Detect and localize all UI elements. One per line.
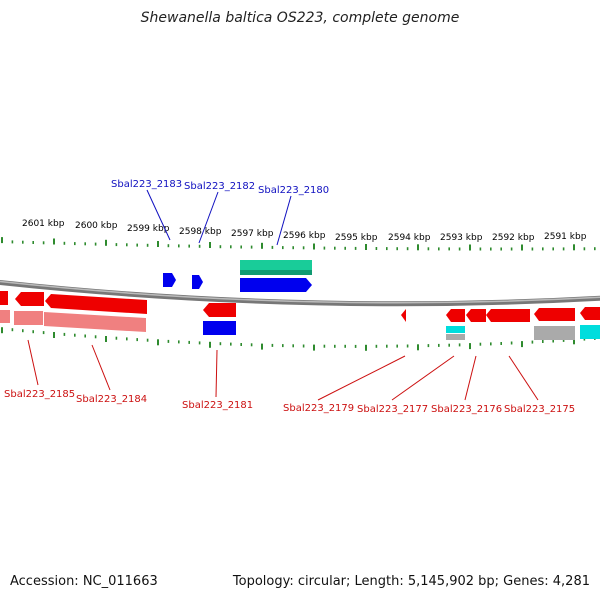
gene-sbal223-2177-rna[interactable] — [446, 326, 465, 333]
gene-sbal223-2180[interactable] — [240, 278, 312, 292]
gene-sbal223-2180-rna-shade — [240, 270, 312, 275]
top-gene-labels: Sbal223_2183 Sbal223_2182 Sbal223_2180 — [111, 179, 329, 196]
inner-tick-track — [1, 327, 596, 351]
gene-sbal223-2175[interactable] — [486, 309, 530, 322]
scale-label: 2595 kbp — [335, 233, 378, 243]
gene-label[interactable]: Sbal223_2176 — [431, 404, 502, 415]
gene-sbal223-2185[interactable] — [14, 311, 43, 325]
gene-sbal223-2176[interactable] — [466, 309, 486, 322]
outer-tick-track — [1, 237, 596, 251]
gene-rna-right[interactable] — [580, 325, 600, 339]
bottom-label-leaders — [27, 339, 539, 401]
reverse-genes — [0, 291, 600, 340]
leader-line — [508, 355, 539, 401]
gene-label[interactable]: Sbal223_2179 — [283, 403, 354, 414]
gene-label[interactable]: Sbal223_2180 — [258, 185, 329, 196]
gene-sbal223-2183[interactable] — [163, 273, 176, 287]
scale-label: 2597 kbp — [231, 229, 274, 239]
gene-reverse-a[interactable] — [15, 292, 44, 306]
leader-line — [215, 349, 218, 398]
scale-label: 2594 kbp — [388, 233, 431, 243]
scale-label: 2600 kbp — [75, 221, 118, 231]
genome-info-text: Topology: circular; Length: 5,145,902 bp… — [232, 574, 590, 589]
gene-sbal223-2184[interactable] — [45, 294, 147, 314]
gene-sbal223-2184-light[interactable] — [44, 312, 146, 332]
gene-label[interactable]: Sbal223_2185 — [4, 389, 75, 400]
gene-pseudo-right[interactable] — [534, 326, 575, 340]
gene-sbal223-2185-shadow — [0, 310, 10, 323]
forward-genes — [163, 260, 312, 292]
gene-sbal223-2177-pseudo[interactable] — [446, 334, 465, 340]
gene-label[interactable]: Sbal223_2177 — [357, 404, 428, 415]
gene-label[interactable]: Sbal223_2183 — [111, 179, 182, 190]
gene-reverse-edge[interactable] — [0, 291, 8, 305]
scale-label: 2598 kbp — [179, 227, 222, 237]
leader-line — [27, 339, 39, 386]
genome-title: Shewanella baltica OS223, complete genom… — [140, 10, 460, 26]
scale-label: 2601 kbp — [22, 219, 65, 229]
accession-text: Accession: NC_011663 — [10, 574, 158, 589]
leader-line — [91, 344, 111, 391]
gene-sbal223-2179[interactable] — [401, 309, 406, 322]
leader-line — [464, 355, 477, 401]
leader-line — [317, 355, 406, 401]
top-label-leaders — [146, 189, 292, 246]
gene-sbal223-2182[interactable] — [192, 275, 203, 289]
gene-sbal223-2177[interactable] — [446, 309, 465, 322]
scale-label: 2592 kbp — [492, 233, 535, 243]
scale-label: 2593 kbp — [440, 233, 483, 243]
leader-line — [146, 189, 171, 241]
gene-label[interactable]: Sbal223_2175 — [504, 404, 575, 415]
genome-backbone — [0, 280, 600, 307]
scale-label: 2591 kbp — [544, 232, 587, 242]
genome-backbone-highlight — [0, 280, 600, 304]
gene-label[interactable]: Sbal223_2184 — [76, 394, 147, 405]
leader-line — [391, 355, 455, 401]
gene-reverse-b[interactable] — [534, 308, 575, 321]
gene-reverse-c[interactable] — [580, 307, 600, 320]
leader-line — [276, 195, 292, 246]
scale-label: 2599 kbp — [127, 224, 170, 234]
gene-sbal223-2181[interactable] — [203, 303, 236, 317]
scale-label: 2596 kbp — [283, 231, 326, 241]
bottom-gene-labels: Sbal223_2185 Sbal223_2184 Sbal223_2181 S… — [4, 389, 575, 415]
gene-label[interactable]: Sbal223_2181 — [182, 400, 253, 411]
gene-label[interactable]: Sbal223_2182 — [184, 181, 255, 192]
leader-line — [198, 191, 219, 244]
gene-sbal223-2181-blue[interactable] — [203, 321, 236, 335]
scale-labels: 2601 kbp 2600 kbp 2599 kbp 2598 kbp 2597… — [22, 219, 587, 243]
